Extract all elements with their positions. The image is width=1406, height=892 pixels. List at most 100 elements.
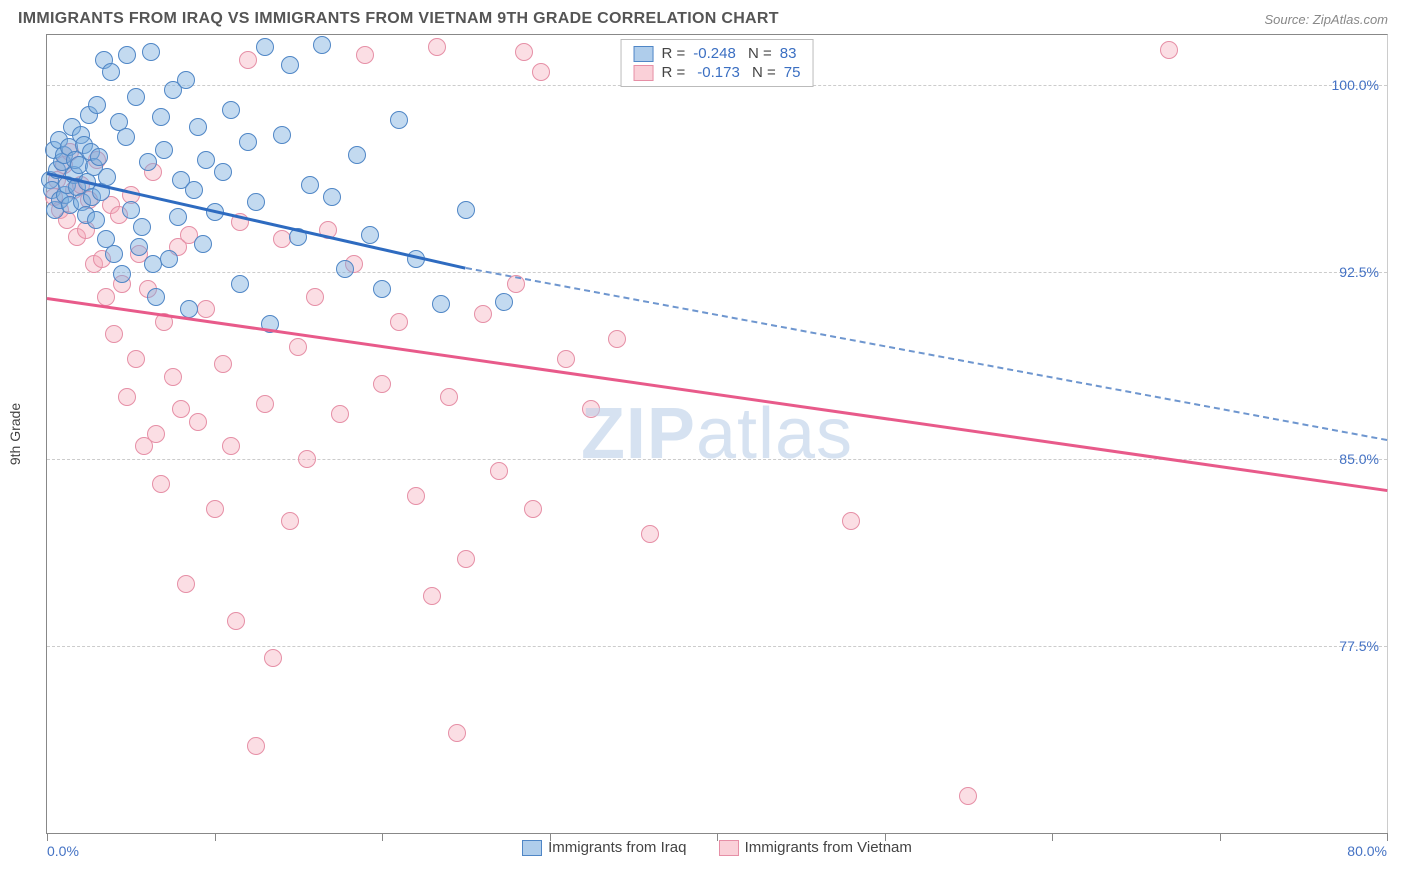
data-point — [524, 500, 542, 518]
data-point — [373, 280, 391, 298]
data-point — [448, 724, 466, 742]
data-point — [197, 300, 215, 318]
data-point — [197, 151, 215, 169]
data-point — [331, 405, 349, 423]
data-point — [189, 118, 207, 136]
data-point — [428, 38, 446, 56]
data-point — [306, 288, 324, 306]
plot-area: 77.5%85.0%92.5%100.0%0.0%80.0% — [47, 35, 1387, 833]
data-point — [152, 108, 170, 126]
data-point — [390, 111, 408, 129]
swatch-blue-icon — [522, 840, 542, 856]
data-point — [214, 163, 232, 181]
stats-row-vietnam: R = -0.173 N = 75 — [634, 63, 801, 82]
data-point — [474, 305, 492, 323]
data-point — [189, 413, 207, 431]
data-point — [133, 218, 151, 236]
data-point — [557, 350, 575, 368]
data-point — [127, 350, 145, 368]
data-point — [273, 230, 291, 248]
data-point — [127, 88, 145, 106]
y-tick-label: 92.5% — [1339, 264, 1379, 280]
data-point — [273, 126, 291, 144]
data-point — [214, 355, 232, 373]
data-point — [532, 63, 550, 81]
data-point — [361, 226, 379, 244]
data-point — [608, 330, 626, 348]
stats-legend: R = -0.248 N = 83 R = -0.173 N = 75 — [621, 39, 814, 87]
data-point — [102, 63, 120, 81]
data-point — [641, 525, 659, 543]
data-point — [117, 128, 135, 146]
source-attribution: Source: ZipAtlas.com — [1264, 12, 1388, 27]
data-point — [239, 133, 257, 151]
data-point — [281, 56, 299, 74]
trend-line — [466, 267, 1388, 441]
data-point — [185, 181, 203, 199]
data-point — [842, 512, 860, 530]
data-point — [105, 325, 123, 343]
data-point — [177, 575, 195, 593]
legend-item-iraq: Immigrants from Iraq — [522, 839, 686, 856]
swatch-blue-icon — [634, 46, 654, 62]
data-point — [239, 51, 257, 69]
data-point — [373, 375, 391, 393]
data-point — [142, 43, 160, 61]
stats-row-iraq: R = -0.248 N = 83 — [634, 44, 801, 63]
data-point — [313, 36, 331, 54]
data-point — [289, 338, 307, 356]
data-point — [130, 238, 148, 256]
data-point — [247, 737, 265, 755]
chart-title: IMMIGRANTS FROM IRAQ VS IMMIGRANTS FROM … — [18, 10, 779, 28]
data-point — [495, 293, 513, 311]
data-point — [118, 388, 136, 406]
data-point — [222, 437, 240, 455]
gridline — [47, 272, 1387, 273]
data-point — [172, 400, 190, 418]
y-axis-label: 9th Grade — [7, 403, 23, 465]
data-point — [177, 71, 195, 89]
data-point — [298, 450, 316, 468]
data-point — [122, 201, 140, 219]
data-point — [281, 512, 299, 530]
data-point — [152, 475, 170, 493]
data-point — [432, 295, 450, 313]
legend-item-vietnam: Immigrants from Vietnam — [719, 839, 912, 856]
data-point — [256, 395, 274, 413]
data-point — [118, 46, 136, 64]
data-point — [457, 550, 475, 568]
y-tick-label: 100.0% — [1332, 77, 1379, 93]
data-point — [959, 787, 977, 805]
trend-line — [47, 297, 1387, 492]
data-point — [301, 176, 319, 194]
data-point — [147, 425, 165, 443]
swatch-pink-icon — [634, 65, 654, 81]
data-point — [1160, 41, 1178, 59]
data-point — [440, 388, 458, 406]
x-tick — [1387, 833, 1388, 841]
data-point — [582, 400, 600, 418]
y-tick-label: 85.0% — [1339, 451, 1379, 467]
data-point — [147, 288, 165, 306]
y-tick-label: 77.5% — [1339, 638, 1379, 654]
series-legend: Immigrants from Iraq Immigrants from Vie… — [47, 839, 1387, 860]
data-point — [222, 101, 240, 119]
data-point — [90, 148, 108, 166]
data-point — [390, 313, 408, 331]
data-point — [323, 188, 341, 206]
data-point — [113, 265, 131, 283]
chart-header: IMMIGRANTS FROM IRAQ VS IMMIGRANTS FROM … — [0, 0, 1406, 34]
data-point — [155, 141, 173, 159]
data-point — [87, 211, 105, 229]
data-point — [227, 612, 245, 630]
data-point — [407, 487, 425, 505]
data-point — [457, 201, 475, 219]
data-point — [336, 260, 354, 278]
gridline — [47, 646, 1387, 647]
data-point — [348, 146, 366, 164]
data-point — [206, 500, 224, 518]
correlation-chart: 9th Grade 77.5%85.0%92.5%100.0%0.0%80.0%… — [46, 34, 1388, 834]
data-point — [490, 462, 508, 480]
data-point — [515, 43, 533, 61]
data-point — [356, 46, 374, 64]
